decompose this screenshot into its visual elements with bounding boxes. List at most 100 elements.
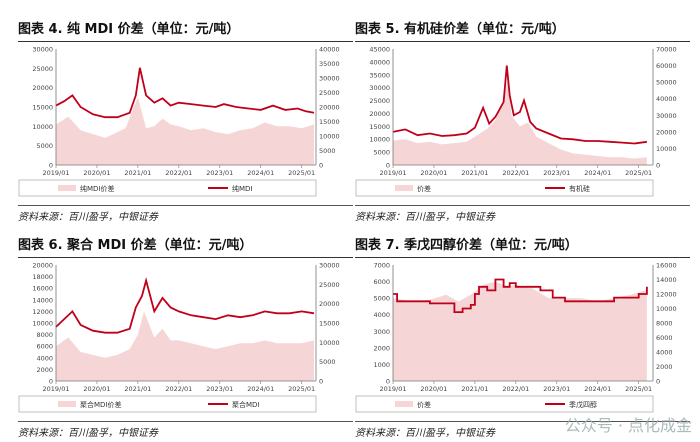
source-rule xyxy=(18,205,353,206)
x-tick-label: 2025/01 xyxy=(288,385,315,393)
x-tick-label: 2023/01 xyxy=(206,169,233,177)
chart-svg: 0 1000 2000 3000 4000 5000 6000 7000 0 2000 4000 60… xyxy=(355,262,677,413)
y-tick-label-right: 10000 xyxy=(319,133,340,141)
y-tick-label-left: 35000 xyxy=(369,71,390,79)
x-tick-label: 2020/01 xyxy=(420,169,447,177)
chart-svg: 0 5000 10000 15000 20000 25000 30000 0 5000 10000… xyxy=(18,46,340,197)
y-tick-label-left: 20000 xyxy=(32,84,53,92)
y-tick-label-right: 30000 xyxy=(319,75,340,83)
y-tick-label-left: 15000 xyxy=(369,123,390,131)
legend-box xyxy=(18,395,317,413)
y-tick-label-left: 25000 xyxy=(369,97,390,105)
x-tick-label: 2022/01 xyxy=(502,385,529,393)
x-tick-label: 2023/01 xyxy=(543,385,570,393)
legend-label-line: 聚合MDI xyxy=(232,400,260,409)
chart-svg: 0 5000 10000 15000 20000 25000 30000 35000 40000… xyxy=(355,46,677,197)
y-tick-label-right: 4000 xyxy=(656,349,673,357)
y-tick-label-left: 25000 xyxy=(32,65,53,73)
legend-box xyxy=(18,179,317,197)
chart-panel-2: 图表 5. 有机硅价差（单位：元/吨） 0 5000 10000 15000 20000… xyxy=(355,10,690,226)
legend-swatch-area xyxy=(58,401,76,407)
y-tick-label-right: 10000 xyxy=(656,145,677,153)
y-tick-label-left: 20000 xyxy=(32,262,53,270)
y-tick-label-left: 40000 xyxy=(369,58,390,66)
x-tick-label: 2020/01 xyxy=(420,385,447,393)
y-tick-label-right: 70000 xyxy=(656,46,677,54)
x-tick-label: 2019/01 xyxy=(379,169,406,177)
y-tick-label-right: 15000 xyxy=(319,320,340,328)
source-rule xyxy=(355,205,690,206)
y-tick-label-left: 4000 xyxy=(36,354,53,362)
y-tick-label-left: 6000 xyxy=(36,343,53,351)
y-tick-label-left: 10000 xyxy=(369,136,390,144)
chart-title: 图表 6. 聚合 MDI 价差（单位：元/吨） xyxy=(18,238,253,253)
y-tick-label-left: 5000 xyxy=(373,149,390,157)
y-tick-label-right: 0 xyxy=(656,378,660,386)
y-tick-label-right: 10000 xyxy=(319,339,340,347)
source-note: 资料来源：百川盈孚，中银证券 xyxy=(18,212,158,223)
chart-title: 图表 4. 纯 MDI 价差（单位：元/吨） xyxy=(18,22,240,37)
y-tick-label-right: 25000 xyxy=(319,281,340,289)
y-tick-label-right: 25000 xyxy=(319,89,340,97)
x-tick-label: 2020/01 xyxy=(83,385,110,393)
y-tick-label-left: 2000 xyxy=(36,366,53,374)
y-tick-label-right: 20000 xyxy=(319,104,340,112)
y-tick-label-left: 6000 xyxy=(373,278,390,286)
y-tick-label-left: 8000 xyxy=(36,331,53,339)
y-tick-label-right: 0 xyxy=(656,162,660,170)
y-tick-label-right: 60000 xyxy=(656,62,677,70)
legend-box xyxy=(355,395,654,413)
y-tick-label-left: 2000 xyxy=(373,344,390,352)
y-tick-label-left: 3000 xyxy=(373,328,390,336)
chart-panel-4: 图表 7. 季戊四醇价差（单位：元/吨） 0 1000 2000 3000 4000 50… xyxy=(355,226,690,442)
title-rule xyxy=(355,41,690,42)
y-tick-label-right: 14000 xyxy=(656,276,677,284)
y-tick-label-left: 7000 xyxy=(373,262,390,270)
legend-swatch-area xyxy=(395,401,413,407)
legend-label-line: 有机硅 xyxy=(569,184,590,193)
y-tick-label-left: 0 xyxy=(386,378,390,386)
y-tick-label-left: 4000 xyxy=(373,311,390,319)
x-tick-label: 2022/01 xyxy=(502,169,529,177)
y-tick-label-left: 5000 xyxy=(373,295,390,303)
watermark-text: 公众号 · 点化成金 xyxy=(564,416,692,435)
y-tick-label-right: 20000 xyxy=(319,300,340,308)
legend-box xyxy=(355,179,654,197)
y-tick-label-right: 15000 xyxy=(319,118,340,126)
legend-label-area: 价差 xyxy=(417,400,431,409)
y-tick-label-left: 30000 xyxy=(369,84,390,92)
title-rule xyxy=(18,41,353,42)
y-tick-label-left: 0 xyxy=(386,162,390,170)
y-tick-label-left: 10000 xyxy=(32,123,53,131)
chart-panel-1: 图表 4. 纯 MDI 价差（单位：元/吨） 0 5000 10000 15000 20… xyxy=(18,10,353,226)
y-tick-label-right: 5000 xyxy=(319,147,336,155)
y-tick-label-left: 18000 xyxy=(32,273,53,281)
y-tick-label-right: 20000 xyxy=(656,128,677,136)
source-rule xyxy=(18,421,353,422)
x-tick-label: 2025/01 xyxy=(625,169,652,177)
x-tick-label: 2021/01 xyxy=(124,169,151,177)
area-series xyxy=(393,281,647,381)
legend-label-line: 季戊四醇 xyxy=(569,400,597,409)
title-rule xyxy=(18,257,353,258)
chart-panel-3: 图表 6. 聚合 MDI 价差（单位：元/吨） 0 2000 4000 6000 800… xyxy=(18,226,353,442)
y-tick-label-right: 10000 xyxy=(656,305,677,313)
y-tick-label-left: 20000 xyxy=(369,110,390,118)
x-tick-label: 2019/01 xyxy=(379,385,406,393)
x-tick-label: 2025/01 xyxy=(288,169,315,177)
x-tick-label: 2021/01 xyxy=(124,385,151,393)
x-tick-label: 2025/01 xyxy=(625,385,652,393)
area-series xyxy=(393,79,647,165)
x-tick-label: 2021/01 xyxy=(461,169,488,177)
legend-label-area: 聚合MDI价差 xyxy=(80,400,122,409)
y-tick-label-right: 2000 xyxy=(656,363,673,371)
x-tick-label: 2022/01 xyxy=(165,385,192,393)
chart-svg: 0 2000 4000 6000 8000 10000 12000 14000 16000 180… xyxy=(18,262,340,413)
x-tick-label: 2024/01 xyxy=(584,385,611,393)
legend-label-line: 纯MDI xyxy=(232,184,253,193)
y-tick-label-left: 45000 xyxy=(369,46,390,54)
y-tick-label-left: 16000 xyxy=(32,285,53,293)
line-series xyxy=(55,276,315,334)
title-rule xyxy=(355,257,690,258)
line-series xyxy=(393,278,648,313)
